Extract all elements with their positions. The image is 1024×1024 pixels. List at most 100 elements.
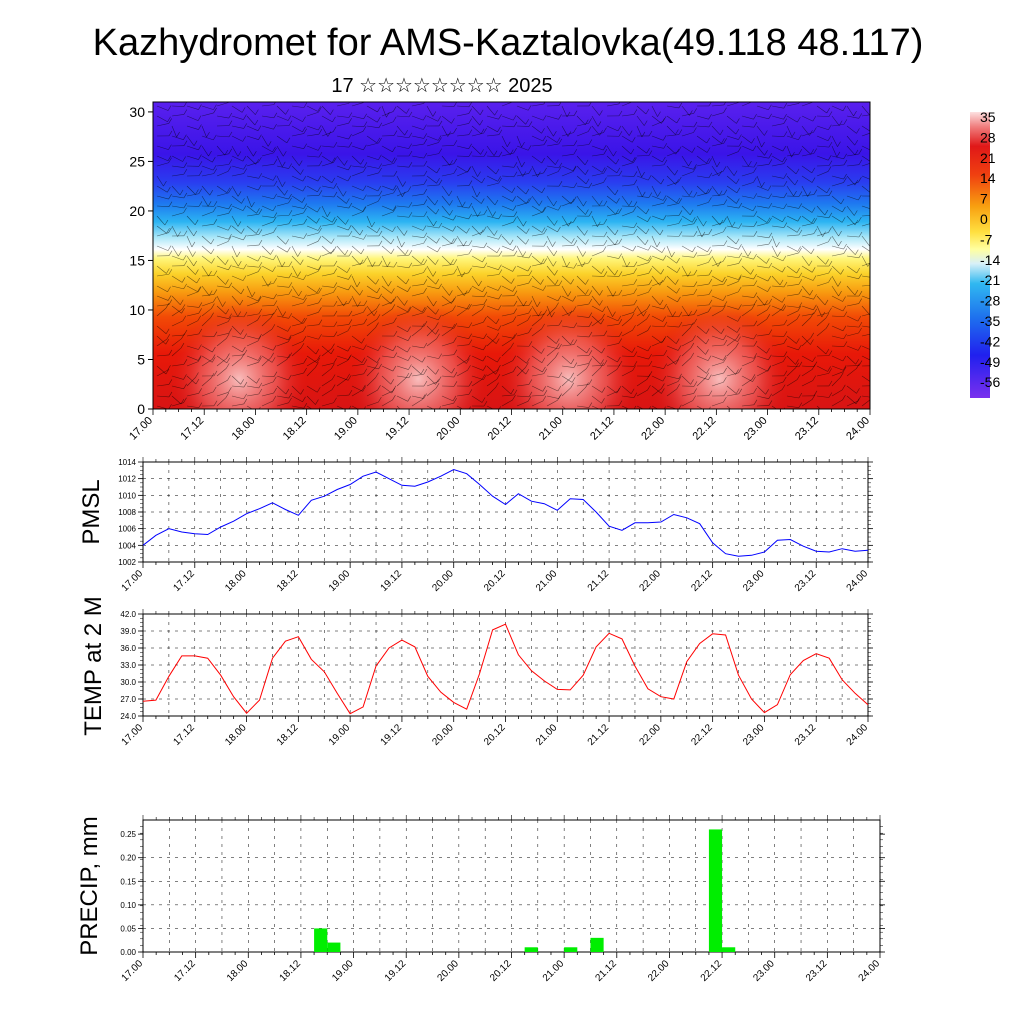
wind-barb [171, 364, 184, 367]
wind-barb-flag [376, 287, 381, 294]
wind-barb [186, 155, 199, 160]
wind-barb-flag [375, 279, 379, 285]
wind-barb-flag [858, 159, 863, 165]
wind-barb-flag [813, 294, 817, 300]
wind-barb [186, 393, 199, 397]
wind-barb-flag [692, 395, 696, 401]
wind-barb [321, 185, 334, 189]
wind-barb [411, 193, 424, 197]
wind-barb-flag [644, 239, 649, 245]
wind-barb [801, 185, 808, 197]
wind-barb [276, 245, 288, 253]
wind-barb-flag [753, 399, 758, 405]
wind-barb [216, 275, 226, 285]
wind-barb-flag [648, 257, 652, 263]
wind-barb [681, 165, 694, 170]
wind-barb [456, 165, 468, 173]
wind-barb [666, 165, 675, 176]
wind-barb-flag [408, 250, 413, 256]
wind-barb-flag [480, 149, 484, 155]
wind-barb-flag [478, 280, 482, 287]
wind-barb-flag [872, 158, 875, 163]
wind-barb [261, 195, 274, 200]
wind-barb [651, 354, 664, 357]
wind-barb [726, 175, 737, 184]
wind-barb [486, 125, 498, 133]
wind-barb-flag [678, 198, 682, 204]
wind-barb [606, 185, 616, 196]
wind-barb [576, 122, 589, 127]
wind-barb [666, 305, 673, 317]
wind-barb [261, 400, 274, 407]
wind-barb-flag [661, 388, 665, 394]
wind-barb-flag [797, 246, 801, 252]
wind-barb [651, 388, 662, 397]
wind-barb-flag [633, 228, 638, 235]
wind-barb [786, 265, 797, 274]
wind-barb [531, 394, 544, 397]
wind-barb-flag [570, 382, 575, 388]
wind-barb-flag [783, 351, 788, 357]
wind-barb-flag [588, 402, 593, 408]
wind-barb [591, 355, 601, 365]
wind-barb-flag [226, 187, 231, 193]
wind-barb [231, 135, 243, 142]
wind-barb-flag [809, 290, 813, 296]
wind-barb-flag [701, 231, 706, 238]
wind-barb [681, 205, 691, 216]
wind-barb [351, 364, 364, 367]
wind-barb [291, 105, 304, 108]
wind-barb-flag [693, 127, 697, 133]
wind-barb [426, 205, 437, 215]
wind-barb [381, 255, 388, 267]
wind-barb [351, 102, 364, 107]
wind-barb-flag [453, 140, 458, 146]
wind-barb [276, 202, 289, 207]
wind-barb-flag [794, 179, 799, 186]
wind-barb [486, 337, 497, 347]
wind-barb-flag [693, 288, 698, 295]
wind-barb [816, 373, 829, 377]
wind-barb [816, 365, 828, 372]
wind-barb [456, 305, 469, 310]
wind-barb [516, 401, 529, 407]
wind-barb-flag [423, 279, 428, 285]
wind-barb [516, 312, 529, 317]
wind-barb [651, 265, 661, 275]
wind-barb-flag [798, 134, 802, 140]
wind-barb [726, 125, 737, 135]
wind-barb-flag [300, 342, 305, 349]
wind-barb-flag [528, 270, 533, 276]
wind-barb-flag [495, 318, 500, 324]
wind-barb-flag [810, 312, 814, 318]
wind-barb [771, 324, 784, 327]
wind-barb-flag [213, 386, 217, 393]
wind-barb [831, 325, 844, 332]
wind-barb-flag [228, 264, 232, 270]
wind-barb-flag [588, 257, 592, 264]
wind-barb-flag [240, 379, 244, 385]
wind-barb-flag [828, 350, 833, 356]
wind-barb [396, 295, 405, 306]
wind-barb [501, 335, 514, 339]
wind-barb-flag [423, 232, 428, 238]
wind-barb [396, 125, 405, 136]
wind-barb [156, 325, 167, 334]
wind-barb-flag [222, 301, 226, 307]
wind-barb-flag [408, 372, 413, 378]
wind-barb-flag [302, 185, 307, 192]
wind-barb-flag [197, 355, 202, 361]
wind-barb-flag [513, 217, 517, 223]
wind-barb [636, 309, 648, 317]
wind-barb [621, 395, 634, 399]
wind-barb-flag [647, 255, 652, 262]
wind-barb-flag [331, 217, 336, 223]
wind-barb-flag [693, 309, 698, 315]
wind-barb [156, 335, 166, 345]
wind-barb [831, 315, 844, 317]
wind-barb [351, 255, 361, 266]
wind-barb-flag [195, 269, 199, 275]
wind-barb [861, 114, 870, 117]
x-tick-label: 19.12 [383, 958, 409, 984]
x-tick-label: 19.00 [330, 958, 356, 984]
